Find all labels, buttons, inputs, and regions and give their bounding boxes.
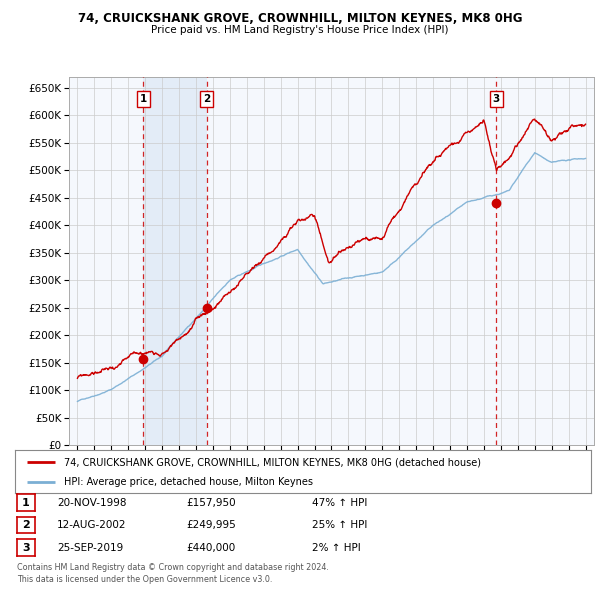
Text: 20-NOV-1998: 20-NOV-1998 [57, 498, 127, 507]
Text: 1: 1 [22, 498, 29, 507]
Text: 25% ↑ HPI: 25% ↑ HPI [312, 520, 367, 530]
Text: 3: 3 [22, 543, 29, 552]
Text: 47% ↑ HPI: 47% ↑ HPI [312, 498, 367, 507]
Text: Price paid vs. HM Land Registry's House Price Index (HPI): Price paid vs. HM Land Registry's House … [151, 25, 449, 35]
Text: £249,995: £249,995 [186, 520, 236, 530]
Text: HPI: Average price, detached house, Milton Keynes: HPI: Average price, detached house, Milt… [64, 477, 313, 487]
Text: 3: 3 [493, 94, 500, 104]
Text: 12-AUG-2002: 12-AUG-2002 [57, 520, 127, 530]
Text: 74, CRUICKSHANK GROVE, CROWNHILL, MILTON KEYNES, MK8 0HG: 74, CRUICKSHANK GROVE, CROWNHILL, MILTON… [78, 12, 522, 25]
Text: This data is licensed under the Open Government Licence v3.0.: This data is licensed under the Open Gov… [17, 575, 272, 584]
Text: £440,000: £440,000 [186, 543, 235, 552]
Text: Contains HM Land Registry data © Crown copyright and database right 2024.: Contains HM Land Registry data © Crown c… [17, 563, 329, 572]
Text: 2% ↑ HPI: 2% ↑ HPI [312, 543, 361, 552]
Bar [143, 77, 206, 445]
Text: 1: 1 [140, 94, 147, 104]
Text: 2: 2 [203, 94, 210, 104]
Text: 25-SEP-2019: 25-SEP-2019 [57, 543, 123, 552]
Text: 2: 2 [22, 520, 29, 530]
Text: 74, CRUICKSHANK GROVE, CROWNHILL, MILTON KEYNES, MK8 0HG (detached house): 74, CRUICKSHANK GROVE, CROWNHILL, MILTON… [64, 457, 481, 467]
Text: £157,950: £157,950 [186, 498, 236, 507]
